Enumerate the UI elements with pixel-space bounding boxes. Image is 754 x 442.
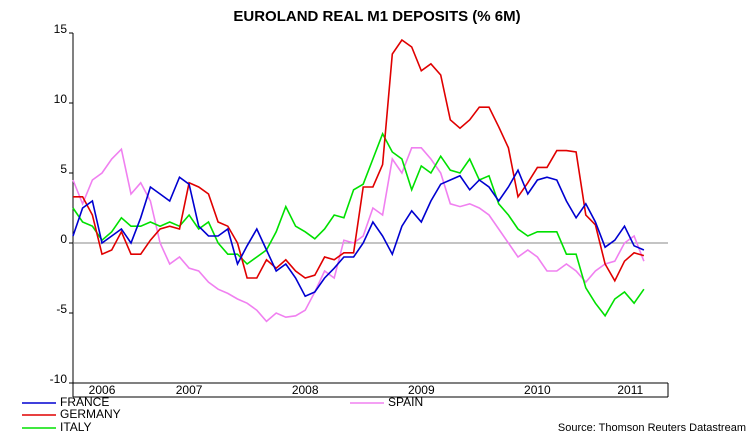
source-note: Source: Thomson Reuters Datastream <box>558 422 746 434</box>
y-tick-label: 0 <box>60 232 67 246</box>
series-line <box>72 147 645 323</box>
y-tick-label: 15 <box>54 22 68 36</box>
y-tick-label: 10 <box>54 92 68 106</box>
legend-label: FRANCE <box>60 395 109 409</box>
y-tick-label: 5 <box>60 162 67 176</box>
chart-title: EUROLAND REAL M1 DEPOSITS (% 6M) <box>233 8 520 25</box>
series-line <box>73 38 645 283</box>
legend-label: SPAIN <box>388 395 423 409</box>
series-line <box>72 168 645 298</box>
x-tick-label: 2011 <box>617 383 643 397</box>
x-tick-label: 2006 <box>89 383 116 397</box>
y-tick-label: -5 <box>56 302 67 316</box>
x-tick-label: 2007 <box>176 383 203 397</box>
series-line <box>72 131 645 318</box>
y-tick-label: -10 <box>50 372 68 386</box>
legend-label: ITALY <box>60 420 92 434</box>
x-tick-label: 2008 <box>292 383 319 397</box>
x-tick-label: 2009 <box>408 383 435 397</box>
x-tick-label: 2010 <box>524 383 551 397</box>
legend-label: GERMANY <box>60 407 121 421</box>
